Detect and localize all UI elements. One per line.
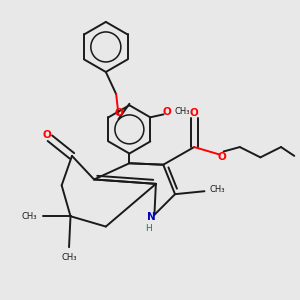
Text: CH₃: CH₃	[61, 253, 77, 262]
Text: CH₃: CH₃	[210, 185, 226, 194]
Text: O: O	[114, 108, 123, 118]
Text: CH₃: CH₃	[22, 212, 37, 221]
Text: N: N	[147, 212, 156, 222]
Text: O: O	[43, 130, 51, 140]
Text: O: O	[190, 108, 199, 118]
Text: O: O	[162, 107, 171, 117]
Text: CH₃: CH₃	[175, 107, 190, 116]
Text: O: O	[217, 152, 226, 162]
Text: H: H	[145, 224, 152, 233]
